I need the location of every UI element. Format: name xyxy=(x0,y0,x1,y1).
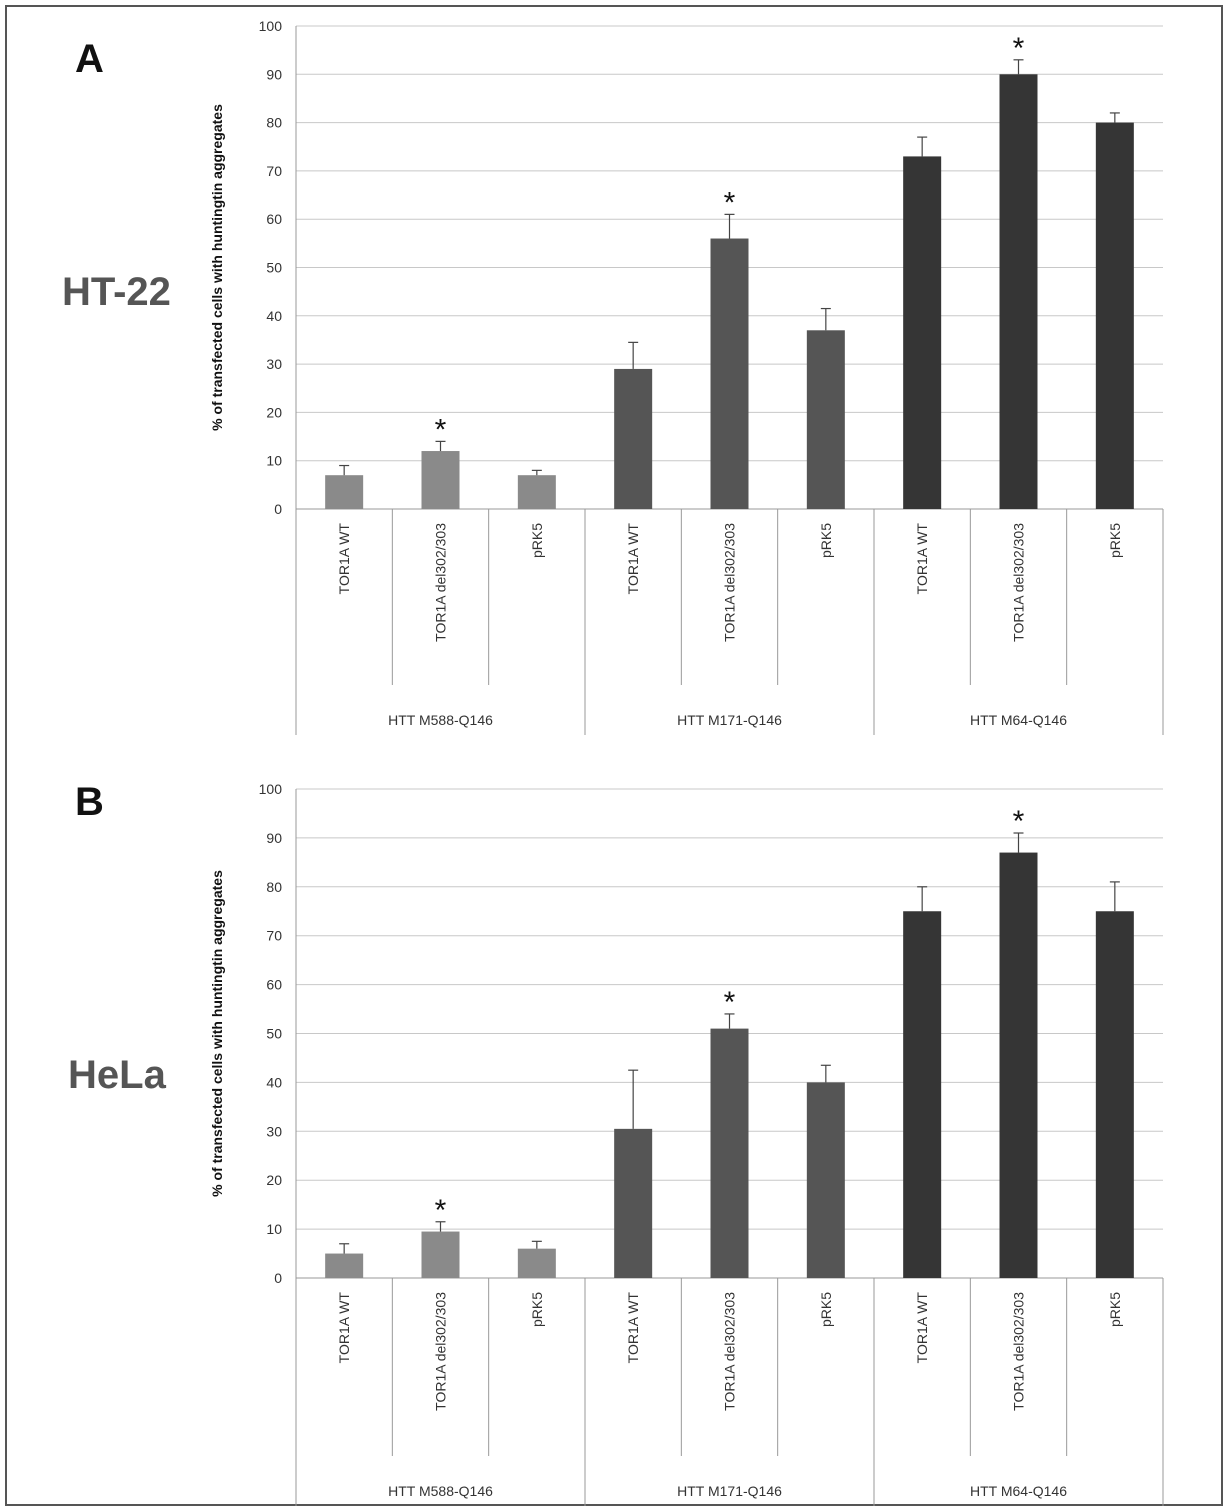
panel-letter: B xyxy=(75,780,104,824)
y-tick-label: 40 xyxy=(266,1074,282,1090)
bar xyxy=(517,1248,556,1278)
group-label: HTT M64-Q146 xyxy=(970,712,1067,728)
bar xyxy=(806,330,845,509)
y-tick-label: 0 xyxy=(274,501,282,517)
bar xyxy=(614,1128,653,1278)
bar xyxy=(903,911,942,1278)
bar xyxy=(421,1231,460,1278)
bar xyxy=(325,475,364,509)
bar xyxy=(614,368,653,509)
y-tick-label: 50 xyxy=(266,260,282,276)
y-tick-label: 10 xyxy=(266,453,282,469)
category-label: pRK5 xyxy=(529,1292,545,1327)
y-axis-label: % of transfected cells with huntingtin a… xyxy=(209,870,225,1197)
y-tick-label: 60 xyxy=(266,211,282,227)
significance-star: * xyxy=(724,186,736,219)
group-label: HTT M171-Q146 xyxy=(677,1483,782,1499)
bar xyxy=(806,1082,845,1278)
category-label: TOR1A WT xyxy=(914,523,930,595)
category-label: TOR1A WT xyxy=(336,523,352,595)
significance-star: * xyxy=(1013,805,1025,838)
significance-star: * xyxy=(435,1194,447,1227)
category-label: TOR1A del302/303 xyxy=(433,1292,449,1411)
bar xyxy=(517,475,556,509)
y-tick-label: 70 xyxy=(266,163,282,179)
bar xyxy=(903,156,942,509)
cell-line-label: HeLa xyxy=(68,1053,167,1097)
y-tick-label: 90 xyxy=(266,830,282,846)
bar xyxy=(710,1028,749,1278)
significance-star: * xyxy=(1013,32,1025,65)
bar xyxy=(421,451,460,509)
y-tick-label: 100 xyxy=(259,781,283,797)
y-tick-label: 80 xyxy=(266,115,282,131)
y-tick-label: 10 xyxy=(266,1221,282,1237)
category-label: TOR1A del302/303 xyxy=(722,523,738,642)
significance-star: * xyxy=(724,986,736,1019)
bar xyxy=(999,852,1038,1278)
bar xyxy=(325,1253,364,1278)
category-label: pRK5 xyxy=(1107,523,1123,558)
category-label: pRK5 xyxy=(529,523,545,558)
group-label: HTT M171-Q146 xyxy=(677,712,782,728)
category-label: TOR1A del302/303 xyxy=(433,523,449,642)
y-tick-label: 100 xyxy=(259,18,283,34)
figure-frame xyxy=(5,5,1223,1506)
category-label: pRK5 xyxy=(818,1292,834,1327)
y-tick-label: 50 xyxy=(266,1026,282,1042)
y-tick-label: 0 xyxy=(274,1270,282,1286)
category-label: TOR1A WT xyxy=(914,1292,930,1364)
y-tick-label: 20 xyxy=(266,1172,282,1188)
cell-line-label: HT-22 xyxy=(62,270,171,314)
bar xyxy=(1095,911,1134,1278)
significance-star: * xyxy=(435,413,447,446)
category-label: TOR1A del302/303 xyxy=(1011,1292,1027,1411)
y-tick-label: 60 xyxy=(266,977,282,993)
y-tick-label: 30 xyxy=(266,1123,282,1139)
bar xyxy=(1095,122,1134,509)
bar xyxy=(710,238,749,509)
y-tick-label: 20 xyxy=(266,404,282,420)
bar xyxy=(999,74,1038,510)
y-tick-label: 70 xyxy=(266,928,282,944)
y-tick-label: 30 xyxy=(266,356,282,372)
category-label: TOR1A del302/303 xyxy=(722,1292,738,1411)
y-axis-label: % of transfected cells with huntingtin a… xyxy=(209,104,225,431)
y-tick-label: 80 xyxy=(266,879,282,895)
category-label: TOR1A WT xyxy=(336,1292,352,1364)
group-label: HTT M64-Q146 xyxy=(970,1483,1067,1499)
category-label: TOR1A del302/303 xyxy=(1011,523,1027,642)
group-label: HTT M588-Q146 xyxy=(388,1483,493,1499)
y-tick-label: 40 xyxy=(266,308,282,324)
category-label: TOR1A WT xyxy=(625,523,641,595)
y-tick-label: 90 xyxy=(266,66,282,82)
panel-letter: A xyxy=(75,37,104,81)
category-label: pRK5 xyxy=(1107,1292,1123,1327)
group-label: HTT M588-Q146 xyxy=(388,712,493,728)
category-label: pRK5 xyxy=(818,523,834,558)
category-label: TOR1A WT xyxy=(625,1292,641,1364)
